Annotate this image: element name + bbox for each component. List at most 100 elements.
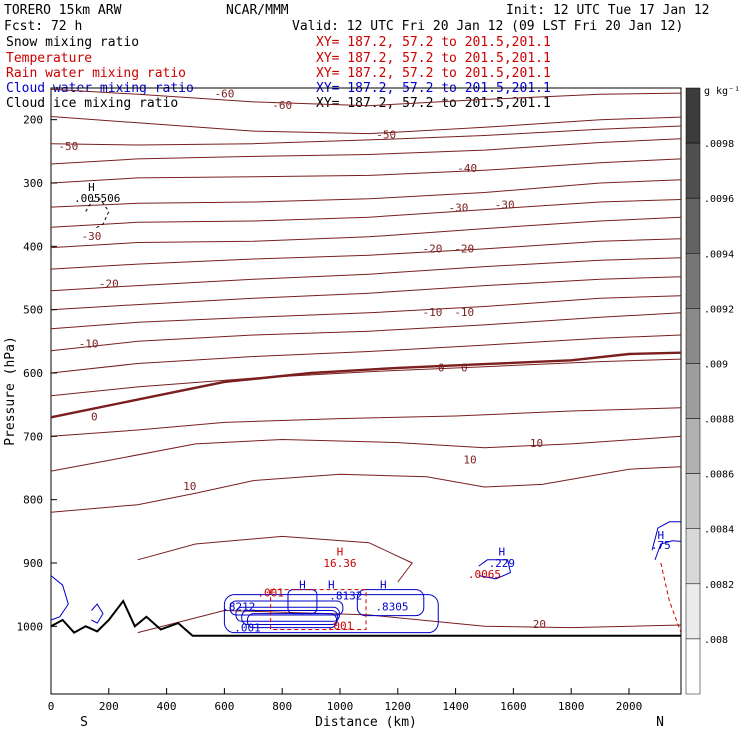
contour-labels: -60-60-50-50-40-30-30 -30-20-20 -20-10-10-… <box>58 87 670 634</box>
y-tick-label: 300 <box>23 177 43 190</box>
cloud-water-contour <box>247 613 338 629</box>
extremum-label: .0065 <box>468 568 501 581</box>
temperature-contour-label: -10 <box>423 306 443 319</box>
x-tick-label: 0 <box>48 700 55 713</box>
extremum-label: .001 <box>234 621 261 634</box>
isotherm-line <box>50 466 682 513</box>
x-axis-end-label: N <box>656 715 664 730</box>
temperature-contour-label: -60 <box>214 87 234 100</box>
temperature-contour-label: -30 <box>82 230 102 243</box>
cloud-water-contour <box>50 575 69 621</box>
isotherm-line <box>50 199 682 228</box>
y-tick-label: 700 <box>23 430 43 443</box>
cloud-water-contour <box>478 559 512 580</box>
x-tick-label: 1200 <box>385 700 412 713</box>
isotherm-line <box>50 88 682 107</box>
colorbar-segment <box>685 583 701 640</box>
cloud-water-contour <box>223 594 439 634</box>
temperature-contour-label: -50 <box>58 140 78 153</box>
extremum-label: .8212 <box>222 600 255 613</box>
center-title: NCAR/MMM <box>226 3 289 18</box>
model-title: TORERO 15km ARW <box>4 3 122 18</box>
temperature-contour-label: -60 <box>272 99 292 112</box>
colorbar-segment <box>685 87 701 144</box>
field-label-cloud-ice: Cloud ice mixing ratio <box>6 96 178 111</box>
temperature-contour-label: -30 <box>449 201 469 214</box>
extremum-label: H <box>380 578 387 591</box>
y-tick-label: 800 <box>23 494 43 507</box>
x-tick-label: 1600 <box>500 700 527 713</box>
cloud-water-contour <box>91 603 104 624</box>
colorbar-tick-label: .0084 <box>704 525 734 536</box>
plot-frame <box>50 87 682 695</box>
temperature-contour-label: 20 <box>533 618 546 631</box>
x-tick-label: 600 <box>214 700 234 713</box>
cloud-water-contour <box>241 609 339 625</box>
valid-time: Valid: 12 UTC Fri 20 Jan 12 (09 LST Fri … <box>292 19 683 34</box>
x-tick-label: 1400 <box>442 700 469 713</box>
isotherm-line <box>50 276 682 311</box>
rain-contour <box>660 562 682 633</box>
cloud-water-contour <box>229 600 344 616</box>
temperature-contour-label: 0 <box>461 362 468 375</box>
extremum-label: .75 <box>651 539 671 552</box>
rain-contour <box>270 589 367 630</box>
extremum-label: .001 <box>257 587 284 600</box>
forecast-hour: Fcst: 72 h <box>4 19 82 34</box>
temperature-contours <box>50 88 682 634</box>
colorbar-unit: g kg⁻¹ <box>704 86 740 97</box>
colorbar: g kg⁻¹ .0098 .0096 .0094 .0092 .009 .0088 .008… <box>685 86 740 695</box>
y-tick-label: 200 <box>23 114 43 127</box>
colorbar-tick-label: .009 <box>704 359 728 370</box>
extremum-label: H <box>337 545 344 558</box>
isotherm-line <box>50 125 682 146</box>
extremum-label: H <box>328 578 335 591</box>
init-time: Init: 12 UTC Tue 17 Jan 12 <box>506 3 710 18</box>
colorbar-segment <box>685 308 701 364</box>
temperature-contour-label: -30 <box>495 198 515 211</box>
colorbar-segment <box>685 418 701 474</box>
y-tick-label: 500 <box>23 304 43 317</box>
colorbar-segment <box>685 638 701 695</box>
colorbar-tick-label: .0086 <box>704 470 734 481</box>
isotherm-line <box>137 609 682 634</box>
temperature-contour-label: -10 <box>79 338 99 351</box>
field-label-temperature: Temperature <box>6 51 92 66</box>
extremum-label: 16.36 <box>323 557 356 570</box>
temperature-contour-label: 10 <box>530 437 543 450</box>
field-xy-rain: XY= 187.2, 57.2 to 201.5,201.1 <box>316 66 551 81</box>
terrain <box>50 599 681 637</box>
isotherm-zero-line <box>50 351 682 419</box>
extremum-label: H <box>657 529 664 542</box>
x-tick-label: 1000 <box>327 700 354 713</box>
field-xy-cloud-ice: XY= 187.2, 57.2 to 201.5,201.1 <box>316 96 551 111</box>
isotherm-line <box>50 158 682 184</box>
colorbar-tick-label: .0088 <box>704 415 734 426</box>
isotherm-line <box>50 179 682 208</box>
temperature-contour-label: 0 <box>91 410 98 423</box>
extremum-label: .8305 <box>375 600 408 613</box>
isotherm-line <box>50 238 682 270</box>
x-tick-label: 800 <box>272 700 292 713</box>
x-tick-label: 2000 <box>616 700 643 713</box>
isotherm-line <box>50 334 682 374</box>
colorbar-segment <box>685 142 701 199</box>
colorbar-tick-label: .0092 <box>704 304 734 315</box>
terrain-line <box>50 599 681 637</box>
y-tick-label: 600 <box>23 367 43 380</box>
isotherm-line <box>50 295 682 330</box>
extremum-label: H <box>499 545 506 558</box>
colorbar-tick-label: .0082 <box>704 580 734 591</box>
colorbar-tick-label: .0094 <box>704 249 734 260</box>
temperature-contour-label: -40 <box>457 162 477 175</box>
temperature-contour-label: 10 <box>183 480 196 493</box>
extremum-label: .005506 <box>74 192 120 205</box>
isotherm-line <box>50 435 682 472</box>
isotherm-line <box>50 407 682 437</box>
isotherm-line <box>50 358 682 397</box>
colorbar-tick-label: .0096 <box>704 194 734 205</box>
field-label-rain: Rain water mixing ratio <box>6 66 186 81</box>
colorbar-segment <box>685 363 701 419</box>
y-axis-title: Pressure (hPa) <box>3 336 18 446</box>
